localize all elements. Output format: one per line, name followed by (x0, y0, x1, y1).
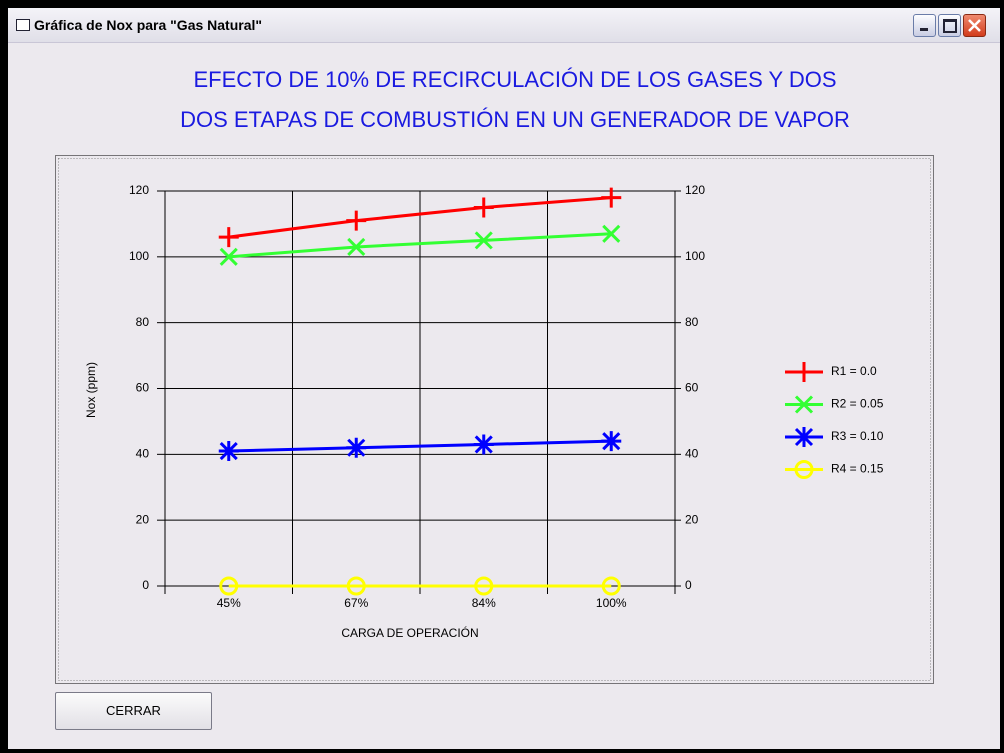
chart-subtitle: DOS ETAPAS DE COMBUSTIÓN EN UN GENERADOR… (180, 107, 850, 132)
legend-marker (794, 460, 814, 479)
window: Gráfica de Nox para "Gas Natural" CERRAR (8, 8, 1000, 749)
close-icon (968, 19, 981, 32)
close-button[interactable] (963, 14, 986, 37)
x-tick-label: 84% (472, 596, 496, 610)
legend-label: R2 = 0.05 (831, 397, 884, 411)
series-line (228, 232, 612, 259)
x-tick-label: 45% (217, 596, 241, 610)
legend-marker (794, 395, 814, 414)
y-tick-label: 40 (136, 447, 150, 461)
series-line (228, 196, 612, 239)
y-tick-label: 0 (142, 578, 149, 592)
close-dialog-button[interactable]: CERRAR (55, 692, 212, 730)
y2-tick-label: 120 (685, 183, 705, 197)
data-point (346, 437, 367, 458)
data-point (347, 237, 366, 257)
data-point (473, 197, 494, 218)
data-point (346, 576, 366, 596)
legend-marker (794, 362, 814, 382)
y2-tick-label: 40 (685, 447, 699, 461)
data-point (473, 434, 494, 455)
data-point (474, 576, 494, 596)
chart-frame (55, 155, 934, 684)
title-bar: Gráfica de Nox para "Gas Natural" (8, 8, 1000, 43)
y2-tick-label: 0 (685, 578, 692, 592)
y2-tick-label: 20 (685, 512, 699, 526)
y-tick-label: 100 (129, 249, 149, 263)
y2-tick-label: 100 (685, 249, 705, 263)
x-axis-label: CARGA DE OPERACIÓN (341, 625, 478, 640)
legend-label: R3 = 0.10 (831, 429, 884, 443)
x-tick-label: 67% (344, 596, 368, 610)
data-point (346, 210, 367, 231)
legend-label: R1 = 0.0 (831, 364, 877, 378)
y-tick-label: 120 (129, 183, 149, 197)
data-point (219, 247, 238, 266)
y-axis-label: Nox (ppm) (84, 362, 98, 418)
y-tick-label: 60 (136, 381, 150, 395)
data-point (218, 441, 239, 462)
data-point (602, 224, 621, 243)
data-point (601, 187, 622, 208)
chart-title: EFECTO DE 10% DE RECIRCULACIÓN DE LOS GA… (193, 67, 836, 92)
y2-tick-label: 60 (685, 381, 699, 395)
data-point (601, 576, 621, 596)
x-tick-label: 100% (596, 596, 627, 610)
window-title: Gráfica de Nox para "Gas Natural" (34, 17, 263, 33)
y-tick-label: 80 (136, 315, 150, 329)
legend-label: R4 = 0.15 (831, 462, 884, 476)
window-icon (16, 19, 30, 31)
data-point (474, 231, 493, 250)
legend-marker (794, 427, 814, 447)
y2-tick-label: 80 (685, 315, 699, 329)
y-tick-label: 20 (136, 512, 150, 526)
series-line (228, 439, 612, 453)
data-point (219, 576, 239, 596)
data-point (601, 431, 622, 452)
minimize-button[interactable] (913, 14, 936, 37)
data-point (218, 227, 239, 248)
maximize-button[interactable] (938, 14, 961, 37)
chart-frame-inner (58, 158, 931, 681)
